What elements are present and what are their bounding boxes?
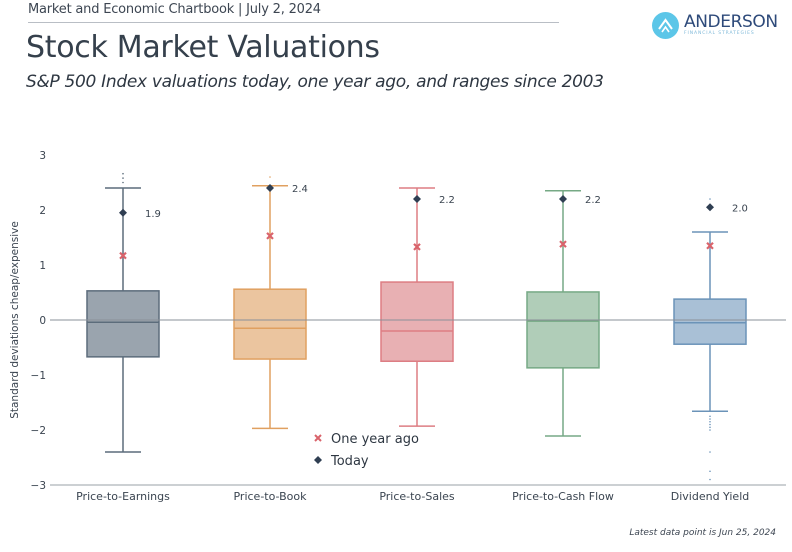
logo-name: ANDERSON — [684, 12, 778, 32]
y-tick-label: −1 — [31, 370, 46, 382]
today-marker — [559, 195, 567, 203]
outlier-point — [709, 423, 711, 426]
page-subtitle: S&P 500 Index valuations today, one year… — [26, 72, 604, 92]
outlier-point — [122, 181, 124, 184]
today-value-label: 2.2 — [439, 195, 455, 206]
iqr-box — [380, 281, 454, 362]
one-year-ago-marker — [119, 251, 127, 260]
legend-one-year-ago-label: One year ago — [331, 432, 419, 447]
logo-tagline: FINANCIAL STRATEGIES — [684, 31, 755, 36]
outlier-point — [709, 426, 711, 429]
iqr-box — [233, 288, 307, 360]
chevron-up-icon — [652, 12, 679, 39]
one-year-ago-marker — [559, 240, 567, 248]
today-marker — [119, 208, 127, 217]
outlier-point — [709, 478, 711, 481]
today-value-label: 2.0 — [732, 203, 748, 214]
outlier-point — [269, 176, 271, 178]
today-value-label: 2.4 — [292, 184, 308, 195]
page-title: Stock Market Valuations — [26, 30, 380, 65]
x-category-label: Price-to-Cash Flow — [512, 490, 614, 503]
today-value-label: 2.2 — [585, 195, 601, 206]
outlier-point — [709, 470, 711, 473]
one-year-ago-marker — [706, 241, 714, 250]
today-marker — [413, 195, 421, 203]
iqr-box — [526, 291, 600, 369]
company-logo: ANDERSON FINANCIAL STRATEGIES — [652, 12, 778, 39]
y-tick-label: 1 — [39, 260, 46, 272]
legend-today-label: Today — [330, 454, 369, 469]
today-marker — [266, 184, 274, 192]
one-year-ago-marker — [266, 232, 274, 240]
outlier-point — [122, 172, 124, 175]
iqr-box — [86, 290, 160, 358]
legend-today-marker — [314, 456, 322, 464]
x-category-label: Dividend Yield — [671, 490, 749, 503]
legend-one-year-ago-marker — [314, 434, 322, 442]
footnote: Latest data point is Jun 25, 2024 — [629, 528, 776, 538]
chartbook-header: Market and Economic Chartbook | July 2, … — [28, 2, 321, 17]
outlier-point — [122, 177, 124, 179]
header-divider — [28, 22, 559, 23]
y-tick-label: 0 — [39, 315, 46, 327]
today-marker — [706, 203, 714, 212]
outlier-point — [709, 420, 711, 423]
iqr-box — [673, 298, 747, 345]
x-category-label: Price-to-Sales — [379, 490, 455, 503]
outlier-point — [709, 198, 711, 200]
x-category-label: Price-to-Earnings — [76, 490, 170, 503]
y-axis-label: Standard deviations cheap/expensive — [9, 221, 21, 419]
one-year-ago-marker — [413, 243, 421, 251]
y-tick-label: −3 — [31, 480, 46, 492]
y-tick-label: 3 — [39, 150, 46, 162]
outlier-point — [709, 415, 711, 418]
outlier-point — [709, 418, 711, 420]
y-tick-label: −2 — [31, 425, 46, 437]
y-tick-label: 2 — [39, 205, 46, 217]
today-value-label: 1.9 — [145, 209, 161, 220]
x-category-label: Price-to-Book — [233, 490, 307, 503]
outlier-point — [709, 429, 711, 431]
outlier-point — [709, 451, 711, 453]
